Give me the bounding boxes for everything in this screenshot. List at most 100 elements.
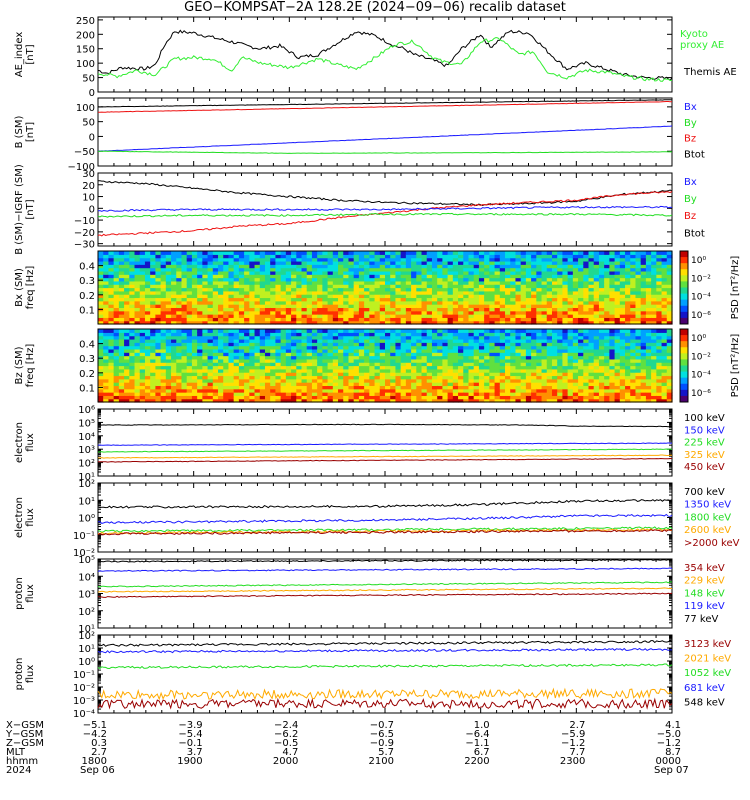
psd-cell	[338, 335, 344, 340]
psd-cell	[458, 378, 464, 383]
psd-cell	[124, 352, 130, 357]
psd-cell	[421, 385, 428, 390]
psd-cell	[202, 372, 209, 377]
psd-cell	[447, 362, 454, 367]
psd-cell	[165, 267, 172, 272]
psd-cell	[390, 317, 397, 322]
psd-cell	[557, 270, 564, 275]
psd-cell	[541, 280, 548, 285]
psd-cell	[598, 294, 605, 299]
psd-cell	[296, 335, 303, 340]
psd-cell	[405, 290, 412, 295]
psd-cell	[322, 270, 329, 275]
psd-cell	[505, 329, 511, 333]
psd-cell	[171, 358, 177, 363]
psd-cell	[327, 274, 334, 279]
psd-cell	[244, 372, 250, 377]
psd-cell	[400, 358, 407, 363]
psd-cell	[463, 251, 470, 255]
psd-cell	[541, 348, 548, 353]
psd-cell	[191, 362, 198, 367]
psd-cell	[202, 352, 209, 357]
psd-cell	[426, 304, 433, 309]
psd-cell	[165, 392, 172, 396]
psd-cell	[551, 329, 558, 333]
psd-cell	[551, 368, 558, 373]
psd-cell	[207, 372, 214, 377]
psd-cell	[165, 342, 172, 347]
psd-cell	[108, 290, 115, 295]
psd-cell	[400, 310, 407, 315]
psd-cell	[254, 260, 261, 265]
psd-cell	[463, 365, 470, 370]
psd-cell	[332, 280, 339, 285]
psd-cell	[264, 375, 271, 380]
psd-cell	[291, 277, 297, 282]
psd-cell	[656, 320, 663, 325]
psd-cell	[327, 348, 334, 353]
psd-cell	[191, 310, 198, 315]
psd-cell	[395, 310, 402, 315]
psd-cell	[270, 280, 277, 285]
psd-cell	[369, 392, 376, 396]
psd-cell	[536, 304, 543, 309]
psd-cell	[411, 290, 417, 295]
psd-cell	[275, 362, 282, 367]
psd-cell	[463, 348, 470, 353]
colorbar-cell	[680, 298, 688, 301]
psd-cell	[155, 358, 162, 363]
psd-cell	[311, 398, 318, 403]
psd-cell	[572, 332, 579, 337]
psd-cell	[364, 314, 370, 318]
psd-cell	[150, 388, 156, 393]
psd-cell	[531, 320, 537, 325]
psd-cell	[332, 290, 339, 295]
psd-cell	[484, 320, 490, 325]
psd-cell	[228, 329, 235, 333]
psd-cell	[473, 251, 480, 255]
psd-cell	[134, 345, 141, 350]
psd-cell	[311, 335, 318, 340]
psd-cell	[129, 314, 136, 318]
psd-cell	[551, 365, 558, 370]
psd-cell	[181, 277, 188, 282]
psd-cell	[176, 378, 183, 383]
psd-cell	[322, 260, 329, 265]
psd-cell	[546, 300, 553, 305]
psd-cell	[515, 297, 522, 302]
psd-cell	[118, 355, 125, 360]
psd-cell	[520, 372, 527, 377]
psd-cell	[619, 257, 626, 262]
psd-cell	[489, 342, 496, 347]
psd-cell	[291, 378, 297, 383]
psd-cell	[280, 320, 287, 325]
psd-cell	[249, 385, 256, 390]
psd-cell	[327, 355, 334, 360]
psd-cell	[338, 392, 344, 396]
psd-cell	[593, 310, 600, 315]
psd-cell	[218, 287, 224, 292]
psd-cell	[285, 297, 292, 302]
psd-cell	[353, 257, 360, 262]
psd-cell	[270, 320, 277, 325]
psd-cell	[400, 274, 407, 279]
psd-cell	[489, 358, 496, 363]
psd-cell	[244, 284, 250, 289]
psd-cell	[411, 287, 417, 292]
psd-cell	[233, 388, 240, 393]
psd-cell	[531, 368, 537, 373]
psd-cell	[478, 251, 485, 255]
psd-cell	[212, 362, 219, 367]
psd-cell	[598, 314, 605, 318]
psd-cell	[296, 365, 303, 370]
psd-cell	[364, 358, 370, 363]
psd-cell	[197, 277, 203, 282]
psd-cell	[186, 314, 193, 318]
psd-cell	[390, 332, 397, 337]
psd-cell	[588, 264, 595, 269]
psd-cell	[447, 284, 454, 289]
psd-cell	[489, 297, 496, 302]
psd-cell	[598, 251, 605, 255]
psd-cell	[358, 345, 365, 350]
psd-cell	[505, 254, 511, 259]
